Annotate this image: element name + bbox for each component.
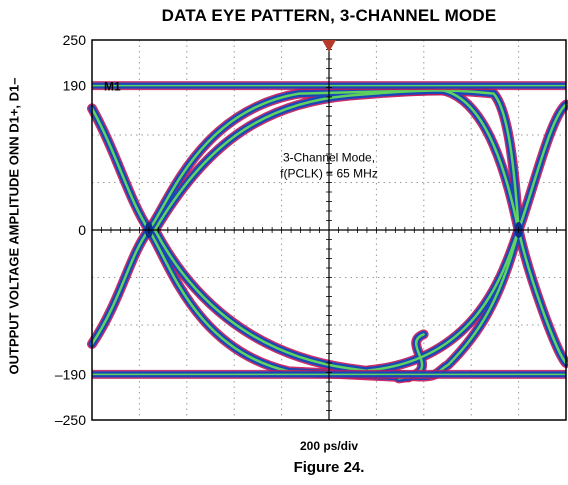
eye-trace [363,99,568,376]
eye-trace [87,84,464,349]
chart-title: DATA EYE PATTERN, 3-CHANNEL MODE [161,6,497,25]
y-tick-label: 190 [63,78,87,94]
x-axis-label: 200 ps/div [299,439,359,453]
eye-trace [90,107,410,379]
annotations: 3-Channel Mode, f(PCLK) = 65 MHz M1 [104,40,378,181]
eye-trace [90,88,460,346]
marker-label-m1: M1 [104,80,121,94]
eye-trace [367,103,568,372]
y-tick-labels: 250 190 0 –190 –250 [55,32,86,428]
axes [91,39,567,421]
y-tick-label: 250 [63,32,87,48]
y-tick-label: 0 [78,222,86,238]
eye-trace [88,86,463,348]
figure-caption: Figure 24. [293,459,365,476]
eye-traces [87,81,568,384]
y-tick-label: –250 [55,412,86,428]
y-tick-label: –190 [55,366,86,382]
trigger-marker-icon [322,40,336,52]
annotation-line-1: 3-Channel Mode, [283,151,375,165]
annotation-line-2: f(PCLK) = 65 MHz [280,167,378,181]
